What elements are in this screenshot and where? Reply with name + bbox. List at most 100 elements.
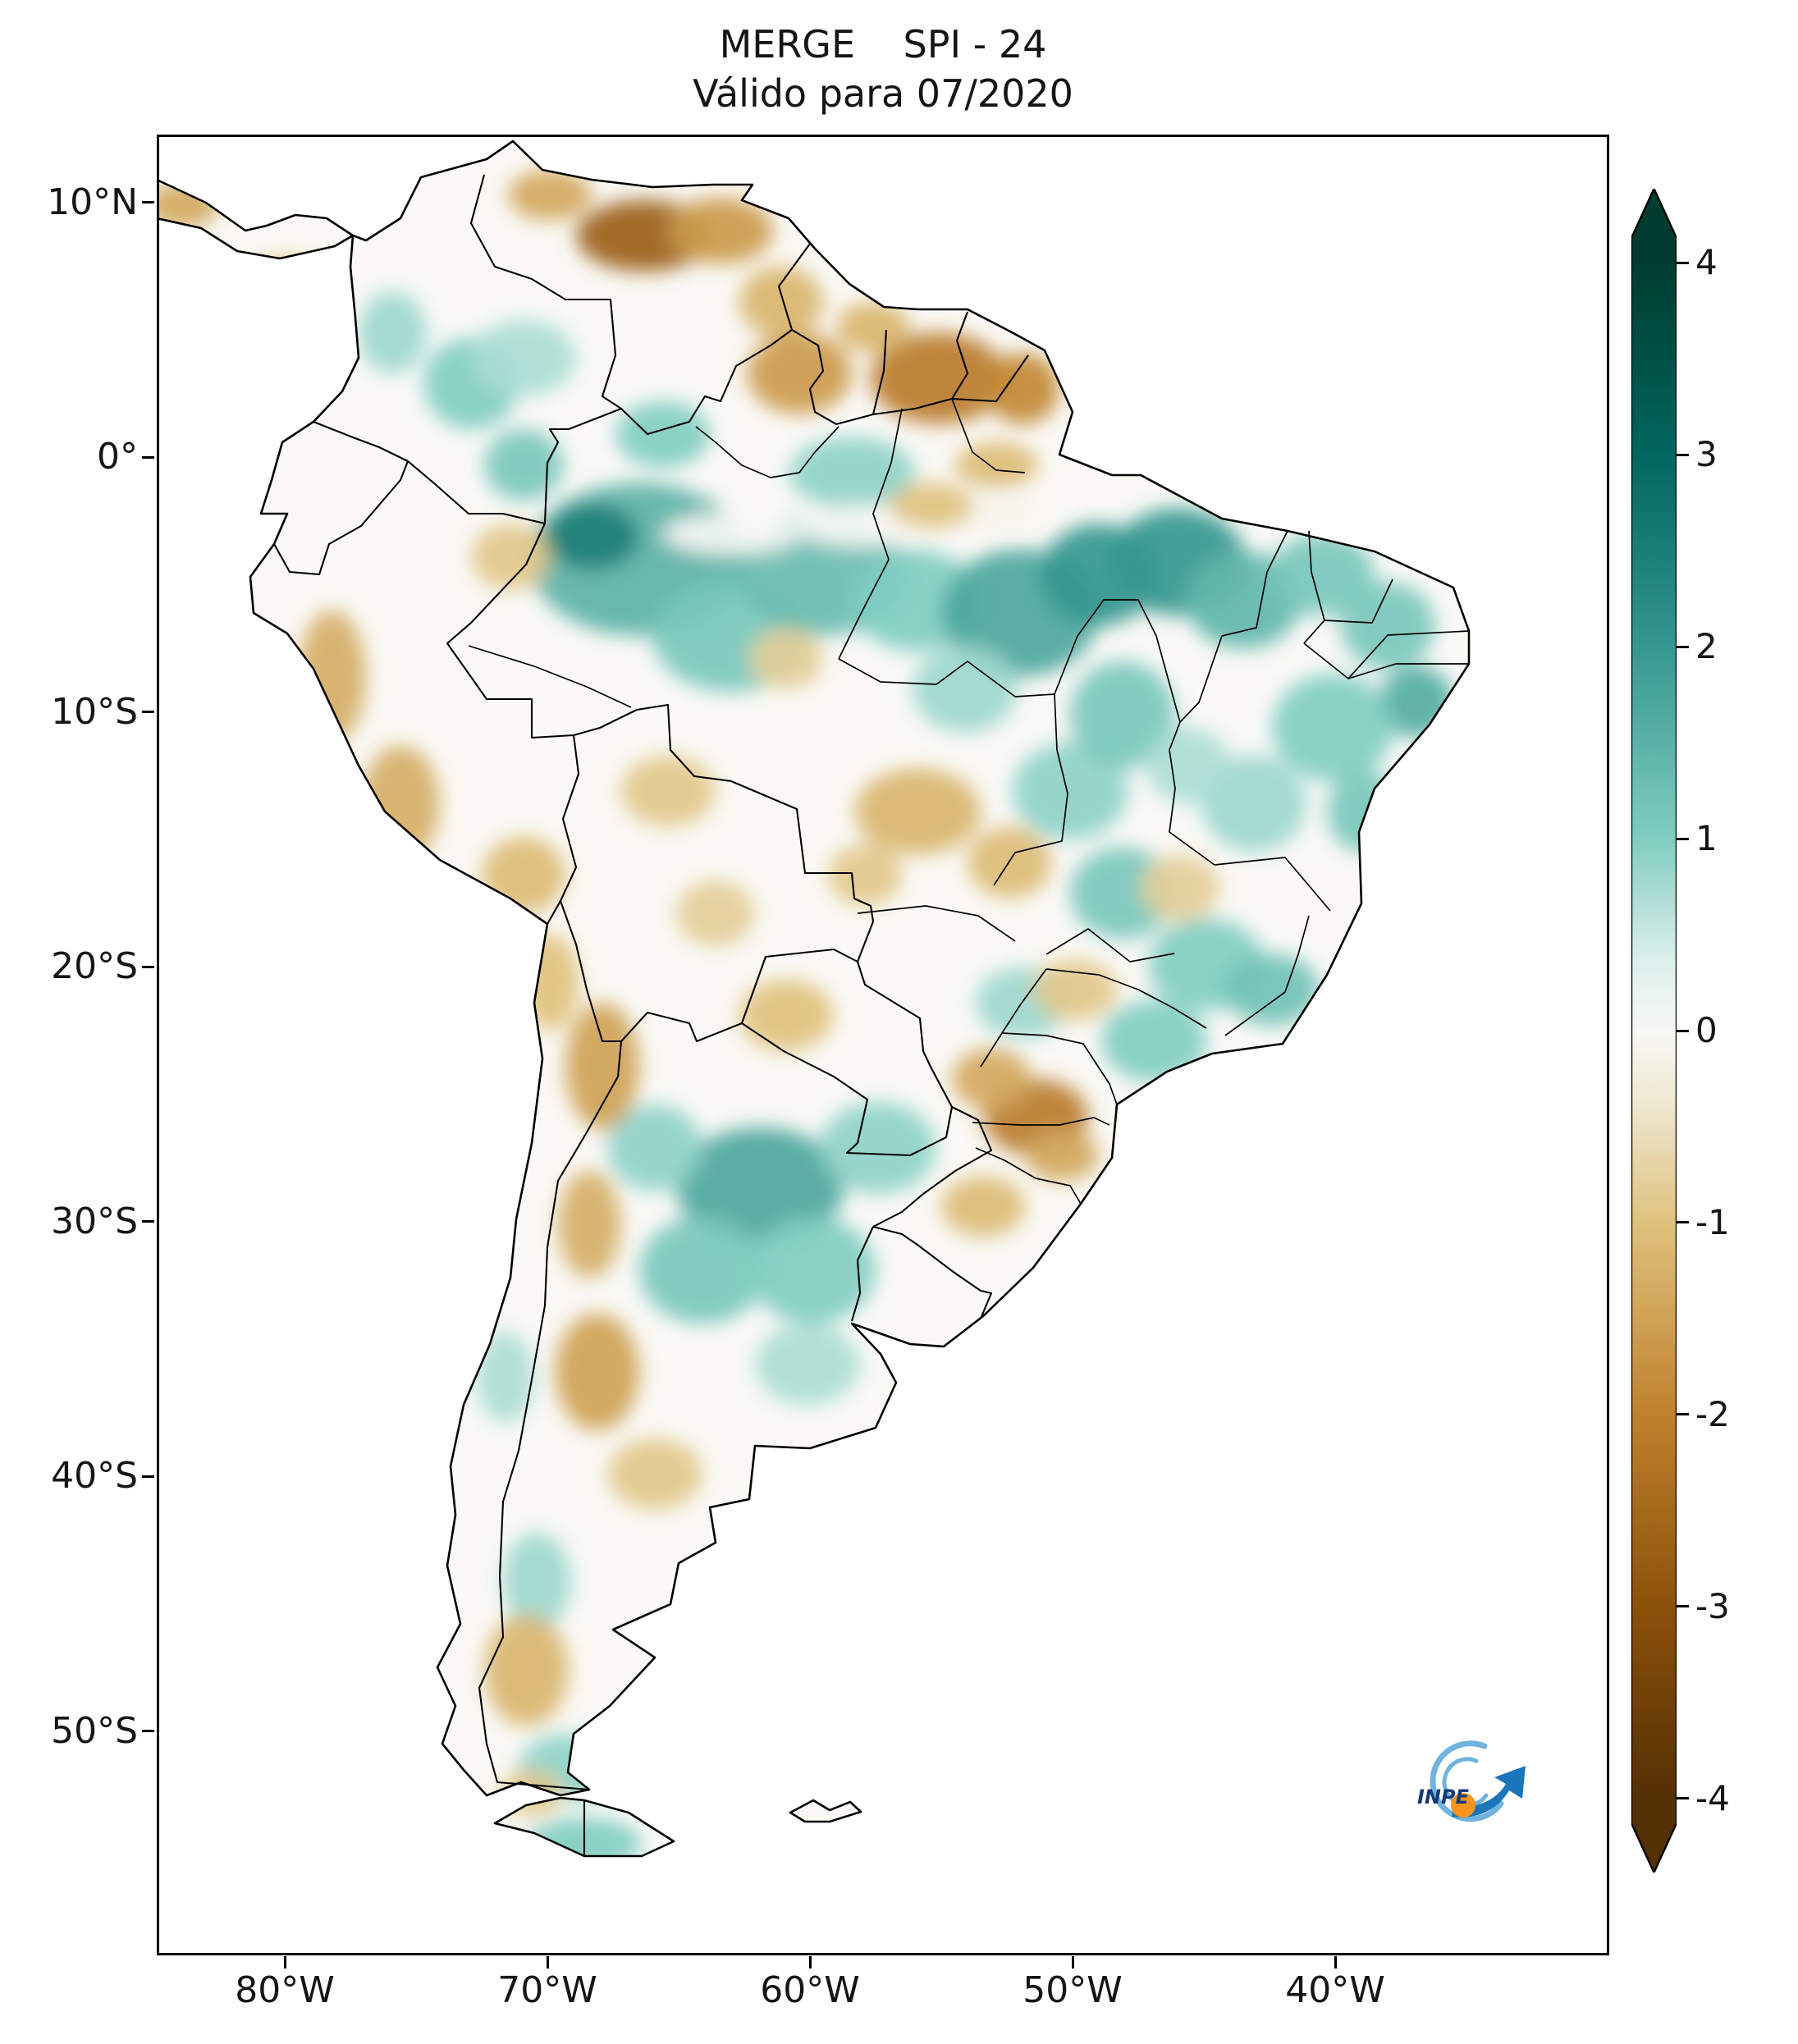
coastline-tierra-del-fuego xyxy=(493,1796,675,1858)
x-tick-label: 70°W xyxy=(497,1969,597,2011)
country-borders xyxy=(273,174,1029,1856)
spi-anomaly-blob xyxy=(820,1102,936,1194)
map-canvas: INPE xyxy=(157,139,1526,1858)
spi-anomaly-blob xyxy=(639,1216,766,1324)
logo-arrow-icon xyxy=(1452,1766,1526,1818)
colorbar-tick-label: 1 xyxy=(1695,818,1718,859)
colorbar-tick-label: 2 xyxy=(1695,626,1718,667)
spi-anomaly-blob xyxy=(502,1532,571,1630)
spi-anomaly-blob xyxy=(607,1104,702,1191)
figure-title-block: MERGE SPI - 24 Válido para 07/2020 xyxy=(157,20,1609,118)
spi-anomaly-blob xyxy=(1012,743,1128,840)
y-tick-label: 30°S xyxy=(51,1200,138,1242)
spi-anomaly-blob xyxy=(476,1331,534,1424)
spi-anomaly-blob xyxy=(518,1734,624,1800)
figure-subtitle: Válido para 07/2020 xyxy=(693,71,1073,116)
colorbar-tick-label: -3 xyxy=(1695,1585,1730,1626)
spi-anomaly-blob xyxy=(828,844,902,906)
country-borders-north xyxy=(273,174,1029,576)
y-tick-mark xyxy=(142,711,154,714)
x-tick-mark xyxy=(1334,1956,1337,1969)
x-tick-mark xyxy=(808,1956,812,1969)
spi-anomaly-blob xyxy=(1069,661,1175,769)
spi-anomaly-blob xyxy=(484,429,564,501)
spi-anomaly-blob xyxy=(1327,771,1401,853)
colorbar-tick-mark xyxy=(1677,1413,1689,1416)
colorbar-tick-mark xyxy=(1677,645,1689,648)
y-tick-label: 50°S xyxy=(51,1709,138,1752)
colorbar-tick-mark xyxy=(1677,1797,1689,1800)
spi-anomaly-blob xyxy=(557,1170,621,1278)
spi-anomaly-blob xyxy=(968,826,1052,899)
spi-anomaly-blob xyxy=(668,197,774,264)
spi-anomaly-blob xyxy=(912,646,1018,733)
spi-anomaly-blob xyxy=(521,934,579,1031)
spi-anomaly-blob xyxy=(675,1127,844,1245)
spi-anomaly-blob xyxy=(508,169,592,221)
y-tick-label: 40°S xyxy=(51,1455,138,1498)
spi-anomaly-blob xyxy=(789,437,915,509)
x-tick-label: 80°W xyxy=(235,1969,335,2011)
spi-anomaly-blob xyxy=(739,979,834,1051)
spi-anomaly-blob xyxy=(1141,854,1220,921)
spi-anomaly-blob xyxy=(749,628,823,689)
colorbar-tick-mark xyxy=(1677,837,1689,840)
x-tick-mark xyxy=(546,1956,549,1969)
colorbar-gradient-bar xyxy=(1631,189,1677,1873)
spi-anomaly-blob xyxy=(951,1048,1031,1110)
x-tick-mark xyxy=(283,1956,286,1969)
spi-anomaly-blob xyxy=(360,745,440,863)
y-tick-label: 10°N xyxy=(47,181,138,223)
y-tick-mark xyxy=(142,455,154,459)
spi-anomaly-blob xyxy=(298,610,367,743)
colorbar-tick-mark xyxy=(1677,1029,1689,1032)
spi-anomaly-blob xyxy=(620,755,716,827)
spi-anomaly-blob xyxy=(1146,727,1231,804)
spi-anomaly-blob xyxy=(240,258,335,305)
y-tick-mark xyxy=(142,1730,154,1733)
colorbar-tick-label: 4 xyxy=(1695,242,1718,283)
spi-anomaly-blob xyxy=(854,768,981,855)
state-borders xyxy=(468,398,1470,1205)
spi-anomaly-blob xyxy=(754,1324,860,1406)
spi-anomaly-blob xyxy=(1224,953,1320,1026)
land-fill xyxy=(157,141,1469,1856)
spi-anomaly-blob xyxy=(747,332,853,414)
spi-anomaly-blob xyxy=(615,401,711,468)
spi-anomaly-blob xyxy=(1201,755,1306,853)
inpe-logo: INPE xyxy=(1417,1740,1526,1822)
spi-anomaly-blob xyxy=(484,1614,569,1726)
spi-anomaly-blob xyxy=(565,1002,639,1131)
spi-anomaly-blob xyxy=(544,503,639,570)
spi-anomaly-blob xyxy=(889,482,973,529)
x-tick-mark xyxy=(1071,1956,1074,1969)
y-tick-mark xyxy=(142,965,154,968)
spi-anomaly-blob xyxy=(482,837,566,914)
spi-anomaly-blob xyxy=(471,524,551,590)
spi-anomaly-blob xyxy=(1025,1130,1099,1182)
x-tick-label: 50°W xyxy=(1023,1969,1123,2011)
spi-anomaly-blob xyxy=(1270,533,1375,615)
colorbar-tick-mark xyxy=(1677,1605,1689,1608)
spi-anomaly-blob xyxy=(739,266,823,338)
spi-anomaly-blob xyxy=(1272,674,1393,781)
spi-anomaly-blob xyxy=(1101,999,1207,1082)
colorbar-tick-label: 3 xyxy=(1695,434,1718,475)
colorbar-tick-mark xyxy=(1677,261,1689,264)
x-tick-label: 40°W xyxy=(1285,1969,1385,2011)
colorbar-tick-label: -4 xyxy=(1695,1777,1730,1818)
coastline-panama xyxy=(157,178,355,260)
colorbar-tick-label: -1 xyxy=(1695,1201,1730,1242)
land-base xyxy=(157,141,1469,1856)
y-tick-mark xyxy=(142,201,154,204)
spi-anomaly-blob xyxy=(1340,582,1435,670)
coastline-mainland xyxy=(249,139,1471,1797)
logo-text: INPE xyxy=(1417,1786,1470,1809)
coastline-islands xyxy=(789,1799,862,1823)
spi-anomaly-blob xyxy=(836,301,910,354)
spi-anomaly-blob xyxy=(607,1438,702,1510)
spi-anomaly-blob xyxy=(555,1313,639,1431)
figure-title: MERGE SPI - 24 xyxy=(719,22,1047,66)
country-borders-south xyxy=(446,523,993,1856)
